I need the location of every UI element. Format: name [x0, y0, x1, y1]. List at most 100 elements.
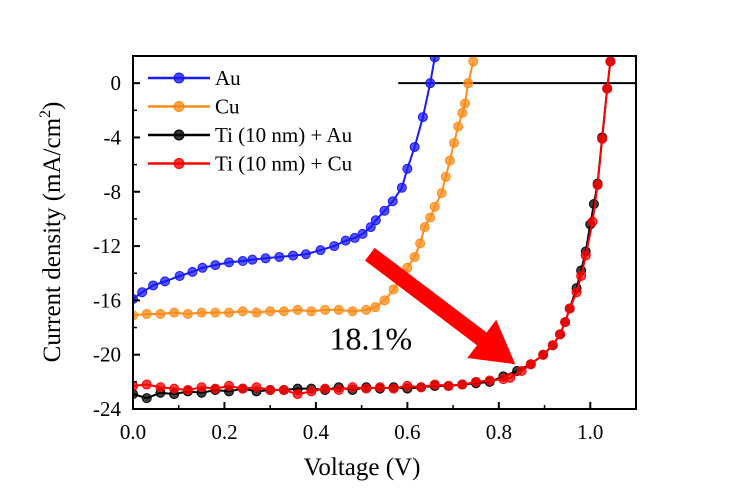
- legend-marker-0: [173, 72, 185, 84]
- data-point: [429, 56, 440, 63]
- data-point: [333, 384, 344, 395]
- data-point: [457, 379, 468, 390]
- data-point: [409, 141, 420, 152]
- data-point: [210, 260, 221, 271]
- data-point: [571, 287, 582, 298]
- x-tick-label: 0.6: [394, 420, 420, 444]
- data-point: [409, 251, 420, 262]
- data-point: [402, 380, 413, 391]
- data-point: [597, 133, 608, 144]
- x-tick-label: 1.0: [577, 420, 603, 444]
- data-point: [365, 222, 376, 233]
- data-point: [576, 270, 587, 281]
- data-point: [169, 383, 180, 394]
- data-point: [436, 188, 447, 199]
- data-point: [429, 201, 440, 212]
- data-point: [174, 270, 185, 281]
- series-group: [133, 56, 636, 404]
- data-point: [484, 375, 495, 386]
- x-axis-title: Voltage (V): [304, 454, 421, 481]
- x-tick-label: 0.4: [303, 420, 330, 444]
- data-point: [197, 262, 208, 273]
- plot-marks: [133, 56, 636, 404]
- data-point: [444, 155, 455, 166]
- legend: Au Cu Ti (10 nm) + Au Ti (10 nm) + Cu: [148, 66, 353, 176]
- data-point: [349, 232, 360, 243]
- data-point: [155, 308, 166, 319]
- data-point: [370, 302, 381, 313]
- data-point: [347, 306, 358, 317]
- data-point: [605, 56, 616, 67]
- data-point: [333, 304, 344, 315]
- y-axis-title: Current density (mA/cm2): [37, 102, 66, 363]
- data-point: [148, 280, 159, 291]
- data-point: [278, 306, 289, 317]
- data-point: [602, 83, 613, 94]
- data-point: [416, 382, 427, 393]
- plot-frame: [132, 55, 637, 410]
- data-point: [560, 317, 571, 328]
- data-point: [547, 340, 558, 351]
- data-point: [440, 171, 451, 182]
- legend-marker-2: [173, 129, 185, 141]
- data-point: [459, 98, 470, 109]
- data-point: [265, 306, 276, 317]
- efficiency-annotation: 18.1%: [329, 320, 412, 356]
- legend-label-2: Ti (10 nm) + Au: [215, 123, 353, 147]
- x-tick-label: 0.8: [486, 420, 512, 444]
- data-point: [396, 182, 407, 193]
- data-point: [237, 306, 248, 317]
- data-point: [133, 310, 138, 321]
- data-point: [260, 253, 271, 264]
- data-point: [429, 379, 440, 390]
- data-point: [288, 250, 299, 261]
- data-point: [196, 307, 207, 318]
- data-point: [187, 266, 198, 277]
- data-point: [470, 376, 481, 387]
- data-point: [592, 179, 603, 190]
- data-point: [237, 256, 248, 267]
- data-point: [525, 359, 536, 370]
- data-point: [580, 250, 591, 261]
- data-point: [210, 307, 221, 318]
- data-point: [137, 287, 148, 298]
- data-point: [340, 235, 351, 246]
- data-point: [361, 383, 372, 394]
- y-tick-label: -8: [104, 180, 122, 204]
- data-point: [320, 304, 331, 315]
- data-point: [160, 276, 171, 287]
- data-point: [141, 308, 152, 319]
- data-point: [265, 384, 276, 395]
- data-point: [300, 249, 311, 260]
- data-point: [370, 215, 381, 226]
- data-point: [169, 307, 180, 318]
- data-point: [379, 295, 390, 306]
- data-point: [361, 304, 372, 315]
- data-point: [182, 308, 193, 319]
- data-point: [315, 245, 326, 256]
- data-point: [538, 349, 549, 360]
- data-point: [402, 163, 413, 174]
- data-point: [564, 303, 575, 314]
- data-point: [141, 393, 152, 404]
- data-point: [457, 108, 468, 119]
- data-point: [306, 386, 317, 397]
- data-point: [387, 196, 398, 207]
- data-point: [320, 383, 331, 394]
- y-tick-label: -20: [93, 343, 121, 367]
- y-tick-label: -24: [93, 397, 121, 421]
- legend-marker-1: [173, 101, 185, 112]
- data-point: [251, 382, 262, 393]
- data-point: [415, 238, 426, 249]
- y-tick-label: -12: [93, 234, 121, 258]
- data-point: [329, 241, 340, 252]
- data-point: [419, 222, 430, 233]
- data-point: [224, 380, 235, 391]
- legend-label-1: Cu: [215, 95, 240, 119]
- legend-label-3: Ti (10 nm) + Cu: [215, 152, 353, 176]
- data-point: [141, 379, 152, 390]
- data-point: [133, 380, 138, 391]
- data-point: [224, 257, 235, 268]
- data-point: [224, 307, 235, 318]
- data-point: [587, 216, 598, 227]
